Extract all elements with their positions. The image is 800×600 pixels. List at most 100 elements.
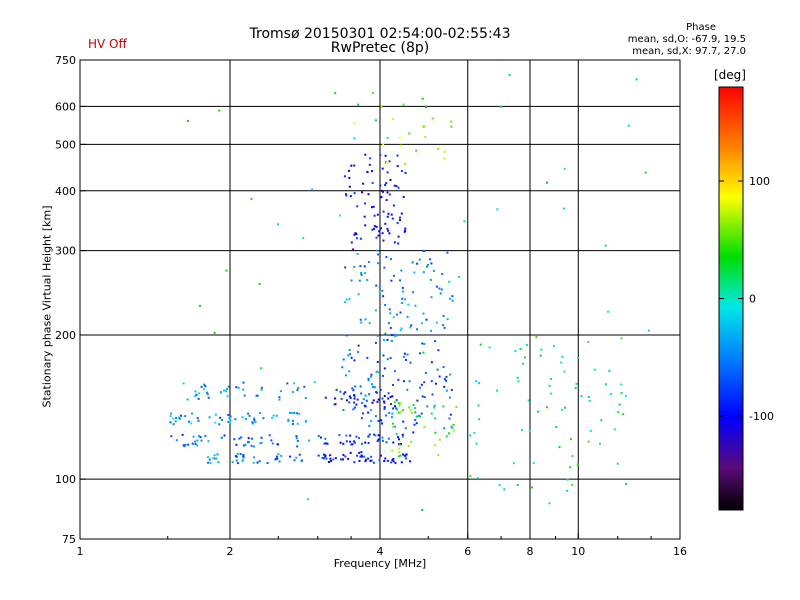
data-point bbox=[422, 271, 425, 274]
data-point bbox=[370, 383, 373, 386]
data-point bbox=[182, 382, 185, 385]
data-point bbox=[342, 442, 345, 445]
colorbar-unit-label: [deg] bbox=[714, 68, 746, 82]
data-point bbox=[451, 295, 454, 298]
data-point bbox=[262, 417, 265, 420]
data-point bbox=[259, 412, 262, 414]
data-point bbox=[275, 414, 278, 417]
data-point bbox=[393, 184, 396, 187]
data-point bbox=[375, 249, 378, 252]
data-point bbox=[296, 412, 299, 415]
data-point bbox=[358, 451, 361, 454]
data-point bbox=[443, 378, 446, 381]
data-point bbox=[358, 279, 361, 282]
data-point bbox=[395, 185, 398, 188]
data-point bbox=[241, 416, 244, 419]
data-point bbox=[339, 390, 342, 393]
data-point bbox=[242, 444, 245, 447]
data-point bbox=[376, 334, 379, 337]
data-point bbox=[421, 395, 424, 398]
data-point bbox=[438, 375, 441, 378]
data-point bbox=[385, 441, 388, 444]
data-point bbox=[378, 285, 381, 288]
data-point bbox=[409, 460, 412, 463]
data-point bbox=[347, 169, 350, 172]
data-point bbox=[399, 454, 402, 457]
data-point bbox=[378, 291, 381, 293]
data-point bbox=[186, 398, 189, 401]
data-point bbox=[561, 408, 564, 411]
data-point bbox=[604, 244, 607, 247]
data-point bbox=[399, 144, 402, 147]
data-point bbox=[560, 361, 563, 364]
data-point bbox=[396, 154, 399, 157]
data-point bbox=[385, 414, 388, 417]
data-point bbox=[563, 207, 565, 210]
data-point bbox=[438, 438, 441, 441]
data-point bbox=[423, 396, 426, 399]
data-point bbox=[260, 367, 263, 370]
data-point bbox=[548, 502, 551, 505]
data-point bbox=[397, 242, 400, 245]
data-point bbox=[379, 351, 382, 354]
data-point bbox=[359, 318, 362, 321]
data-point bbox=[360, 451, 363, 454]
data-point bbox=[354, 385, 357, 388]
data-point bbox=[369, 157, 372, 160]
data-point bbox=[571, 483, 574, 486]
data-point bbox=[455, 405, 458, 408]
data-point bbox=[352, 389, 355, 392]
data-point bbox=[351, 387, 354, 390]
data-point bbox=[550, 392, 553, 395]
data-point bbox=[276, 457, 279, 460]
data-point bbox=[359, 265, 362, 268]
phase-stats-o: mean, sd,O: -67.9, 19.5 bbox=[627, 34, 746, 45]
x-tick-label: 2 bbox=[227, 545, 234, 558]
data-point bbox=[372, 205, 375, 208]
data-point bbox=[516, 376, 519, 379]
data-point bbox=[548, 384, 551, 387]
x-tick-label: 6 bbox=[464, 545, 471, 558]
data-point bbox=[223, 434, 226, 437]
data-point bbox=[361, 455, 364, 458]
data-point bbox=[345, 193, 348, 195]
data-point bbox=[376, 391, 379, 394]
data-point bbox=[225, 269, 228, 272]
data-point bbox=[353, 440, 356, 443]
data-point bbox=[363, 455, 366, 458]
data-point bbox=[370, 455, 373, 458]
data-point bbox=[393, 241, 396, 244]
data-point bbox=[390, 416, 393, 419]
data-point bbox=[343, 175, 346, 178]
colorbar-tick-label: -100 bbox=[749, 410, 774, 423]
data-point bbox=[392, 316, 395, 319]
data-point bbox=[380, 106, 383, 108]
data-point bbox=[365, 399, 368, 402]
data-point bbox=[203, 388, 206, 391]
data-point bbox=[399, 311, 402, 314]
data-point bbox=[399, 410, 402, 413]
data-point bbox=[356, 398, 359, 401]
data-point bbox=[445, 379, 448, 382]
data-point bbox=[229, 415, 232, 418]
data-point bbox=[242, 455, 245, 458]
data-point bbox=[204, 385, 207, 388]
data-point bbox=[388, 160, 391, 163]
data-point bbox=[295, 456, 298, 459]
data-point bbox=[446, 251, 449, 254]
data-point bbox=[392, 458, 395, 460]
data-point bbox=[276, 455, 278, 458]
data-point bbox=[198, 392, 201, 395]
data-point bbox=[377, 438, 380, 441]
data-point bbox=[424, 371, 427, 374]
data-point bbox=[229, 420, 232, 423]
data-point bbox=[359, 237, 362, 240]
data-point bbox=[368, 163, 371, 166]
data-point bbox=[190, 422, 193, 425]
data-point bbox=[196, 439, 199, 442]
data-point bbox=[391, 422, 394, 425]
data-point bbox=[475, 380, 478, 383]
data-point bbox=[293, 411, 296, 414]
y-tick-label: 300 bbox=[55, 245, 76, 258]
data-point bbox=[380, 419, 383, 422]
